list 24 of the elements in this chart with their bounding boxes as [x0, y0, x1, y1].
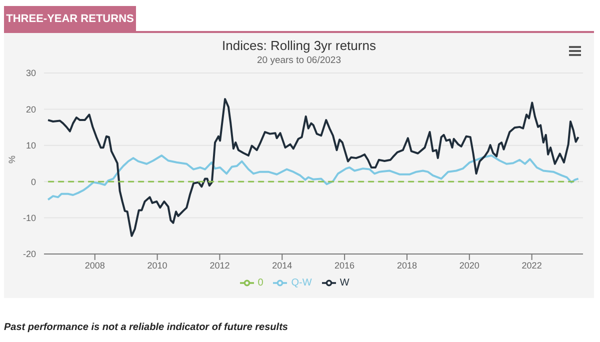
y-tick-label: 20: [26, 104, 36, 114]
line-series: [47, 98, 580, 237]
x-tick-label: 2014: [272, 260, 292, 270]
chart-subtitle: 20 years to 06/2023: [256, 55, 342, 66]
x-tick-label: 2016: [334, 260, 355, 270]
x-tick-label: 2010: [147, 260, 168, 270]
x-tick-label: 2022: [522, 260, 542, 270]
chart-title: Indices: Rolling 3yr returns: [221, 38, 377, 53]
x-tick-label: 2020: [459, 260, 480, 270]
legend-label: Q-W: [291, 278, 312, 289]
y-tick-label: -20: [22, 249, 36, 260]
x-tick-label: 2018: [396, 260, 417, 270]
y-tick-label: 0: [30, 176, 36, 187]
y-tick-label: 30: [26, 68, 36, 78]
legend-label: 0: [258, 278, 264, 289]
x-tick-label: 2012: [210, 260, 230, 270]
y-axis-title: %: [7, 155, 18, 164]
y-tick-label: -10: [22, 212, 36, 223]
y-tick-label: 10: [26, 140, 36, 151]
x-tick-label: 2008: [84, 260, 105, 270]
text: Past performance is not a reliable indicator of future results: [4, 322, 288, 333]
line-series: [47, 154, 580, 201]
text: THREE-YEAR RETURNS: [4, 6, 136, 32]
legend-label: W: [340, 278, 350, 289]
